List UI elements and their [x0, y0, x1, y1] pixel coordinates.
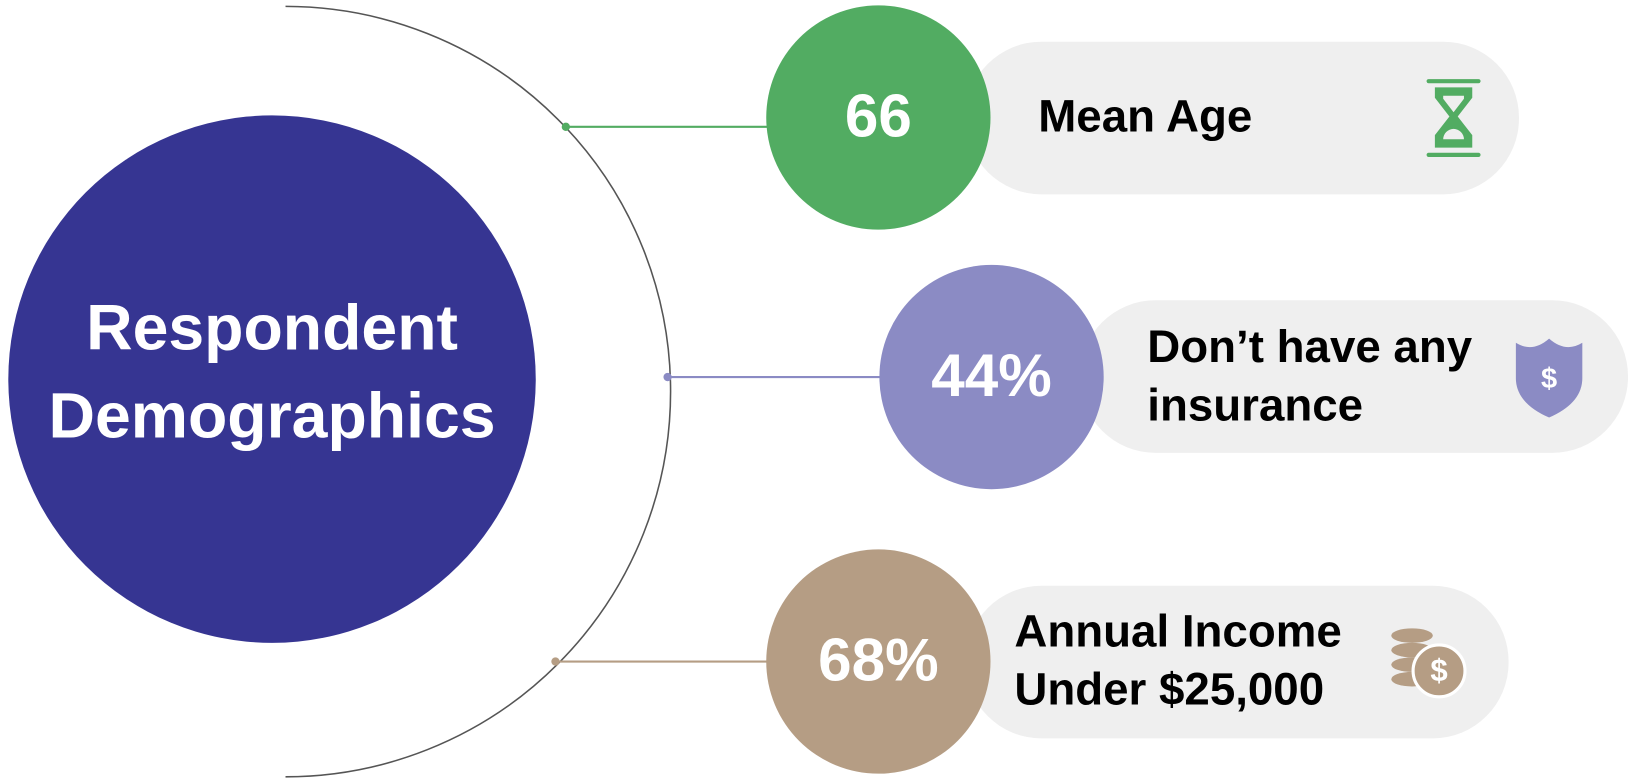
label-text: Mean Age — [1038, 91, 1252, 142]
value-text: 68% — [818, 626, 939, 694]
shield-icon: $ — [1515, 338, 1583, 418]
title-line: Demographics — [48, 380, 495, 452]
hourglass-icon — [1426, 79, 1481, 157]
label-text: Annual Income — [1014, 606, 1341, 657]
title-circle — [8, 115, 536, 643]
value-circle — [766, 5, 991, 230]
value-text: 66 — [845, 82, 912, 150]
coins-icon: $ — [1391, 628, 1467, 699]
label-pill — [965, 585, 1509, 739]
connector-dot — [551, 657, 560, 666]
label-pill — [965, 41, 1519, 195]
value-text: 44% — [931, 341, 1051, 409]
dollar-glyph: $ — [1430, 653, 1447, 688]
title-line: Respondent — [86, 291, 458, 363]
label-text: insurance — [1147, 379, 1363, 430]
label-text: Don’t have any — [1147, 321, 1472, 372]
dollar-glyph: $ — [1541, 363, 1557, 395]
connector-dot — [663, 372, 672, 382]
value-circle — [879, 264, 1104, 490]
label-pill — [1079, 300, 1628, 453]
value-circle — [766, 549, 991, 774]
connector-dot — [561, 122, 571, 131]
outer-arc — [285, 5, 672, 778]
label-text: Under $25,000 — [1014, 664, 1324, 715]
